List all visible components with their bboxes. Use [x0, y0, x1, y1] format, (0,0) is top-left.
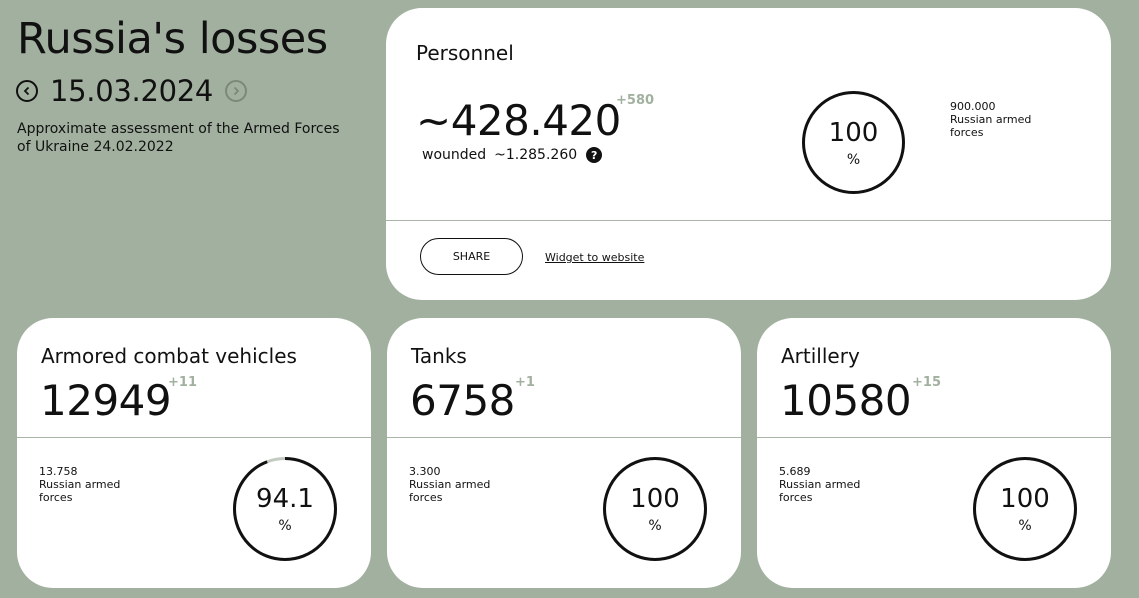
- card-title: Armored combat vehicles: [41, 344, 297, 368]
- percent-ring: 100 %: [603, 457, 707, 561]
- card-total: 13.758 Russian armed forces: [39, 465, 134, 504]
- total-label: Russian armed forces: [950, 113, 1032, 139]
- total-label: Russian armed forces: [39, 478, 121, 504]
- card-delta: +1: [515, 375, 535, 390]
- percent-value: 100: [828, 117, 879, 148]
- percent-ring: 94.1 %: [233, 457, 337, 561]
- total-value: 3.300: [409, 465, 441, 478]
- percent-sign: %: [1018, 518, 1032, 534]
- personnel-card: Personnel ~428.420 +580 wounded ~1.285.2…: [386, 8, 1111, 300]
- card-artillery: Artillery 10580 +15 5.689 Russian armed …: [757, 318, 1111, 588]
- percent-value: 100: [630, 484, 680, 514]
- total-label: Russian armed forces: [779, 478, 861, 504]
- widget-link[interactable]: Widget to website: [545, 251, 645, 264]
- card-title: Tanks: [411, 344, 467, 368]
- personnel-percent-ring: 100 %: [802, 91, 905, 194]
- card-value: 12949: [40, 376, 172, 425]
- ring-progress-arc: [973, 457, 1077, 561]
- ring-progress-arc: [603, 457, 707, 561]
- personnel-total: 900.000 Russian armed forces: [950, 100, 1060, 139]
- card-value: 6758: [410, 376, 515, 425]
- wounded-label: wounded: [422, 147, 487, 163]
- wounded-row: wounded ~1.285.260 ?: [422, 147, 603, 163]
- ring-progress-arc: [233, 457, 337, 561]
- help-icon[interactable]: ?: [586, 147, 603, 163]
- percent-sign: %: [846, 151, 861, 168]
- page-title: Russia's losses: [17, 14, 328, 64]
- wounded-value: ~1.285.260: [494, 147, 578, 163]
- divider: [17, 437, 371, 438]
- percent-sign: %: [278, 518, 292, 534]
- chevron-right-icon: [233, 86, 240, 96]
- chevron-left-icon: [23, 86, 30, 96]
- divider: [386, 220, 1111, 221]
- percent-value: 100: [1000, 484, 1050, 514]
- ring-svg: [973, 457, 1077, 561]
- current-date: 15.03.2024: [50, 74, 214, 108]
- card-value: 10580: [780, 376, 912, 425]
- personnel-title: Personnel: [416, 41, 514, 65]
- card-total: 3.300 Russian armed forces: [409, 465, 504, 504]
- card-delta: +15: [912, 375, 941, 390]
- card-title: Artillery: [781, 344, 860, 368]
- percent-ring: 100 %: [973, 457, 1077, 561]
- card-total: 5.689 Russian armed forces: [779, 465, 874, 504]
- divider: [387, 437, 741, 438]
- total-value: 5.689: [779, 465, 811, 478]
- previous-date-button[interactable]: [16, 80, 38, 102]
- share-button[interactable]: SHARE: [420, 238, 523, 275]
- percent-sign: %: [648, 518, 662, 534]
- card-delta: +11: [168, 375, 197, 390]
- next-date-button[interactable]: [225, 80, 248, 102]
- page-subtitle: Approximate assessment of the Armed Forc…: [17, 121, 340, 155]
- divider: [757, 437, 1111, 438]
- card-tanks: Tanks 6758 +1 3.300 Russian armed forces…: [387, 318, 741, 588]
- card-armored-combat-vehicles: Armored combat vehicles 12949 +11 13.758…: [17, 318, 371, 588]
- personnel-value: ~428.420: [416, 96, 621, 145]
- date-navigator: 15.03.2024: [16, 74, 248, 108]
- ring-svg: [603, 457, 707, 561]
- personnel-delta: +580: [616, 93, 655, 108]
- total-value: 13.758: [39, 465, 78, 478]
- ring-svg: [233, 457, 337, 561]
- total-value: 900.000: [950, 100, 996, 113]
- percent-value: 94.1: [256, 484, 314, 514]
- total-label: Russian armed forces: [409, 478, 491, 504]
